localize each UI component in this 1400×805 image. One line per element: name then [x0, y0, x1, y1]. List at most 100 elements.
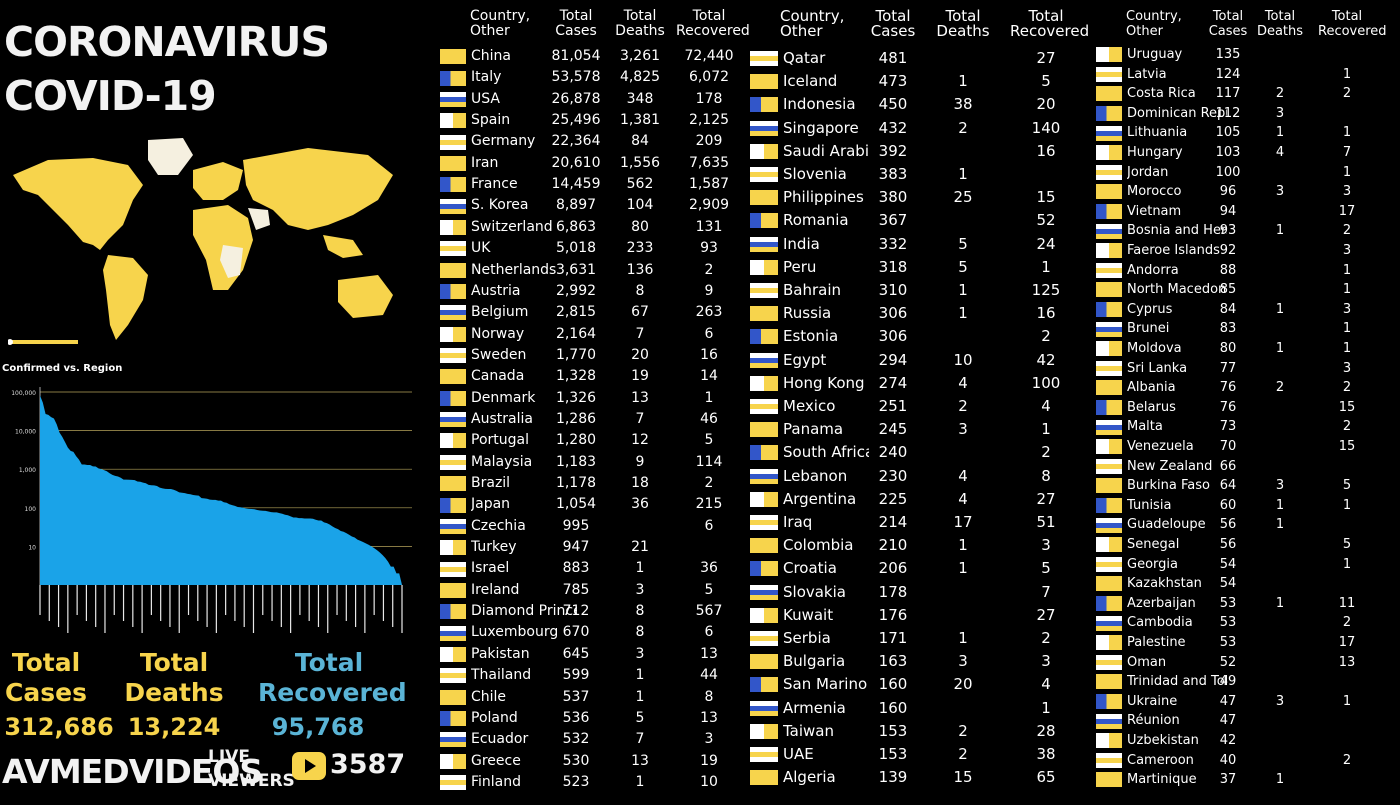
country-flag-icon — [750, 74, 778, 90]
total-deaths-cell: 2 — [958, 745, 968, 763]
country-flag-icon — [750, 120, 778, 136]
total-cases-cell: 53 — [1219, 595, 1237, 611]
total-recovered-cell: 2,125 — [688, 112, 730, 129]
total-cases-cell: 92 — [1219, 243, 1237, 258]
country-name: UK — [471, 240, 491, 257]
total-cases-cell: 56 — [1219, 517, 1237, 533]
total-cases-cell: 117 — [1215, 86, 1241, 102]
total-recovered-cell: 5 — [1041, 72, 1051, 91]
country-name: Israel — [471, 560, 510, 577]
total-recovered-cell: 1 — [1342, 341, 1352, 356]
total-cases-cell: 42 — [1219, 733, 1237, 748]
country-name: USA — [471, 90, 500, 107]
total-cases-cell: 712 — [562, 603, 590, 620]
column-header-country[interactable]: Country, Other — [470, 8, 531, 39]
total-cases-cell: 22,364 — [551, 133, 601, 150]
country-name: Indonesia — [783, 95, 856, 114]
total-cases-cell: 135 — [1215, 47, 1241, 62]
brand-name: AVMEDVIDEOS — [2, 752, 263, 791]
country-flag-icon — [750, 723, 778, 739]
column-header-cases[interactable]: Total Cases — [555, 8, 597, 39]
country-flag-icon — [1096, 517, 1122, 533]
total-cases-cell: 523 — [562, 773, 590, 790]
column-header-country[interactable]: Country, Other — [1126, 9, 1182, 39]
total-cases-cell: 100 — [1215, 164, 1241, 180]
column-header-recovered[interactable]: Total Recovered — [676, 8, 750, 39]
country-name: Argentina — [783, 489, 857, 508]
country-name: Egypt — [783, 350, 827, 369]
total-recovered-cell: 1 — [1342, 556, 1352, 572]
total-recovered-stat: Total Recovered 95,768 — [258, 648, 407, 741]
country-name: South Africa — [783, 443, 869, 462]
total-cases-cell: 47 — [1219, 713, 1237, 729]
total-deaths-value: 13,224 — [127, 713, 221, 741]
total-recovered-cell: 125 — [1031, 281, 1061, 299]
country-name: Andorra — [1127, 262, 1179, 278]
total-cases-cell: 306 — [878, 304, 908, 323]
total-recovered-cell: 2 — [1342, 615, 1352, 631]
total-recovered-cell: 6 — [704, 624, 714, 641]
country-flag-icon — [440, 646, 466, 662]
country-name: Latvia — [1127, 66, 1167, 82]
column-header-country[interactable]: Country, Other — [780, 7, 845, 40]
column-header-recovered[interactable]: Total Recovered — [1010, 7, 1090, 40]
country-name: Estonia — [783, 327, 839, 346]
total-recovered-cell: 36 — [700, 560, 718, 577]
country-flag-icon — [440, 134, 466, 150]
total-cases-cell: 245 — [878, 420, 908, 439]
country-name: San Marino — [783, 675, 868, 694]
total-deaths-cell: 15 — [953, 768, 973, 787]
total-deaths-cell: 233 — [626, 240, 654, 257]
total-cases-cell: 176 — [878, 605, 908, 624]
country-flag-icon — [440, 561, 466, 577]
total-cases-cell: 105 — [1215, 125, 1241, 141]
column-header-cases[interactable]: Total Cases — [1208, 9, 1248, 39]
total-cases-cell: 432 — [878, 118, 908, 137]
country-flag-icon — [750, 770, 778, 786]
total-deaths-cell: 2 — [958, 118, 968, 137]
total-recovered-cell: 38 — [1036, 745, 1056, 763]
total-recovered-cell: 1,587 — [688, 176, 730, 193]
country-name: Ireland — [471, 581, 520, 598]
country-flag-icon — [440, 284, 466, 300]
column-header-cases[interactable]: Total Cases — [870, 7, 916, 40]
total-deaths-cell: 1 — [958, 629, 968, 647]
column-header-deaths[interactable]: Total Deaths — [615, 8, 665, 39]
country-flag-icon — [1096, 125, 1122, 141]
country-flag-icon — [1096, 458, 1122, 474]
total-cases-cell: 25,496 — [551, 112, 601, 129]
total-cases-cell: 537 — [562, 688, 590, 705]
country-name: Uzbekistan — [1127, 733, 1199, 748]
map-middle-east — [248, 208, 270, 230]
country-name: Colombia — [783, 536, 854, 555]
column-header-deaths[interactable]: Total Deaths — [936, 7, 990, 40]
country-flag-icon — [750, 422, 778, 438]
column-header-deaths[interactable]: Total Deaths — [1256, 9, 1304, 39]
total-deaths-cell: 1 — [958, 281, 968, 299]
country-flag-icon — [440, 326, 466, 342]
total-recovered-cell: 52 — [1036, 211, 1056, 230]
country-name: Thailand — [471, 667, 532, 684]
total-cases-value: 312,686 — [4, 713, 114, 741]
total-deaths-cell: 562 — [626, 176, 654, 193]
total-deaths-cell: 1,381 — [619, 112, 661, 129]
total-recovered-cell: 7,635 — [688, 154, 730, 171]
country-name: Trinidad and Tobago — [1127, 674, 1227, 690]
country-flag-icon — [750, 399, 778, 415]
country-name: Germany — [471, 133, 536, 150]
country-name: Sweden — [471, 346, 527, 363]
country-name: Cameroon — [1127, 752, 1194, 768]
country-flag-icon — [1096, 204, 1122, 220]
country-name: Burkina Faso — [1127, 478, 1210, 494]
total-recovered-cell: 2 — [1041, 629, 1051, 647]
column-header-recovered[interactable]: Total Recovered — [1318, 9, 1387, 39]
total-deaths-cell: 5 — [635, 709, 645, 726]
total-cases-cell: 473 — [878, 72, 908, 91]
total-cases-cell: 163 — [878, 652, 908, 671]
country-flag-icon — [750, 515, 778, 531]
total-deaths-cell: 3,261 — [619, 48, 661, 64]
country-flag-icon — [440, 369, 466, 385]
chart-y-tick-label: 100,000 — [11, 390, 36, 397]
country-name: Turkey — [471, 539, 517, 556]
total-cases-cell: 70 — [1219, 439, 1237, 454]
